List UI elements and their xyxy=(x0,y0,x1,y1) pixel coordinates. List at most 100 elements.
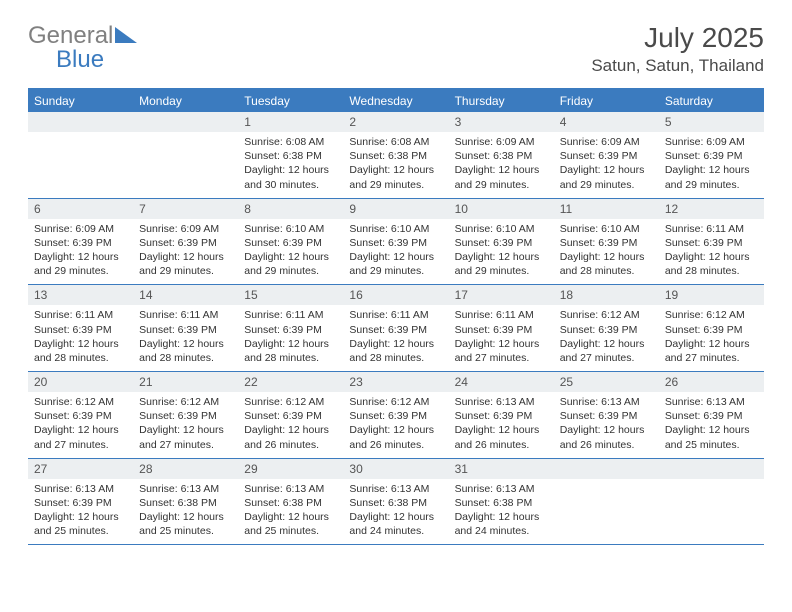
day-number: 28 xyxy=(133,459,238,479)
day-number: 1 xyxy=(238,112,343,132)
day-number: 7 xyxy=(133,199,238,219)
day-number: 5 xyxy=(659,112,764,132)
day-number: 26 xyxy=(659,372,764,392)
day-info: Sunrise: 6:13 AMSunset: 6:39 PMDaylight:… xyxy=(449,392,554,452)
day-number: 15 xyxy=(238,285,343,305)
day-info: Sunrise: 6:10 AMSunset: 6:39 PMDaylight:… xyxy=(449,219,554,279)
calendar-week: 20Sunrise: 6:12 AMSunset: 6:39 PMDayligh… xyxy=(28,372,764,459)
title-block: July 2025 Satun, Satun, Thailand xyxy=(591,22,764,76)
calendar-week: 27Sunrise: 6:13 AMSunset: 6:39 PMDayligh… xyxy=(28,459,764,546)
calendar-day: 21Sunrise: 6:12 AMSunset: 6:39 PMDayligh… xyxy=(133,372,238,458)
calendar-day: 22Sunrise: 6:12 AMSunset: 6:39 PMDayligh… xyxy=(238,372,343,458)
day-number: 11 xyxy=(554,199,659,219)
calendar-day: 29Sunrise: 6:13 AMSunset: 6:38 PMDayligh… xyxy=(238,459,343,545)
day-number: 30 xyxy=(343,459,448,479)
day-info: Sunrise: 6:12 AMSunset: 6:39 PMDaylight:… xyxy=(554,305,659,365)
day-info: Sunrise: 6:12 AMSunset: 6:39 PMDaylight:… xyxy=(659,305,764,365)
weekday-label: Thursday xyxy=(449,90,554,112)
day-info: Sunrise: 6:11 AMSunset: 6:39 PMDaylight:… xyxy=(238,305,343,365)
day-number: 21 xyxy=(133,372,238,392)
day-number: 22 xyxy=(238,372,343,392)
calendar-day: 17Sunrise: 6:11 AMSunset: 6:39 PMDayligh… xyxy=(449,285,554,371)
day-number: 16 xyxy=(343,285,448,305)
day-number xyxy=(133,112,238,132)
calendar-day: 3Sunrise: 6:09 AMSunset: 6:38 PMDaylight… xyxy=(449,112,554,198)
day-number: 29 xyxy=(238,459,343,479)
calendar-day: 27Sunrise: 6:13 AMSunset: 6:39 PMDayligh… xyxy=(28,459,133,545)
day-info: Sunrise: 6:13 AMSunset: 6:38 PMDaylight:… xyxy=(449,479,554,539)
day-number: 3 xyxy=(449,112,554,132)
calendar-day: 4Sunrise: 6:09 AMSunset: 6:39 PMDaylight… xyxy=(554,112,659,198)
calendar-day-blank xyxy=(554,459,659,545)
weekday-label: Monday xyxy=(133,90,238,112)
calendar-day: 7Sunrise: 6:09 AMSunset: 6:39 PMDaylight… xyxy=(133,199,238,285)
calendar-day: 25Sunrise: 6:13 AMSunset: 6:39 PMDayligh… xyxy=(554,372,659,458)
calendar-day-blank xyxy=(133,112,238,198)
weekday-label: Saturday xyxy=(659,90,764,112)
calendar-day: 9Sunrise: 6:10 AMSunset: 6:39 PMDaylight… xyxy=(343,199,448,285)
calendar-day-blank xyxy=(28,112,133,198)
calendar-day-blank xyxy=(659,459,764,545)
weekday-label: Friday xyxy=(554,90,659,112)
day-number: 19 xyxy=(659,285,764,305)
weekday-label: Sunday xyxy=(28,90,133,112)
day-number: 23 xyxy=(343,372,448,392)
calendar-week: 6Sunrise: 6:09 AMSunset: 6:39 PMDaylight… xyxy=(28,199,764,286)
day-number: 9 xyxy=(343,199,448,219)
calendar-day: 26Sunrise: 6:13 AMSunset: 6:39 PMDayligh… xyxy=(659,372,764,458)
day-info: Sunrise: 6:11 AMSunset: 6:39 PMDaylight:… xyxy=(343,305,448,365)
calendar-day: 1Sunrise: 6:08 AMSunset: 6:38 PMDaylight… xyxy=(238,112,343,198)
day-number: 18 xyxy=(554,285,659,305)
day-info: Sunrise: 6:09 AMSunset: 6:39 PMDaylight:… xyxy=(133,219,238,279)
day-info: Sunrise: 6:13 AMSunset: 6:39 PMDaylight:… xyxy=(659,392,764,452)
calendar-day: 2Sunrise: 6:08 AMSunset: 6:38 PMDaylight… xyxy=(343,112,448,198)
calendar-day: 13Sunrise: 6:11 AMSunset: 6:39 PMDayligh… xyxy=(28,285,133,371)
calendar-day: 31Sunrise: 6:13 AMSunset: 6:38 PMDayligh… xyxy=(449,459,554,545)
logo-text-right: Blue xyxy=(56,46,104,74)
day-number: 14 xyxy=(133,285,238,305)
weekday-label: Wednesday xyxy=(343,90,448,112)
day-number: 31 xyxy=(449,459,554,479)
day-info: Sunrise: 6:09 AMSunset: 6:38 PMDaylight:… xyxy=(449,132,554,192)
day-number: 2 xyxy=(343,112,448,132)
calendar-day: 8Sunrise: 6:10 AMSunset: 6:39 PMDaylight… xyxy=(238,199,343,285)
day-number: 4 xyxy=(554,112,659,132)
day-info: Sunrise: 6:13 AMSunset: 6:38 PMDaylight:… xyxy=(133,479,238,539)
calendar-page: General July 2025 Satun, Satun, Thailand… xyxy=(0,0,792,559)
day-number: 25 xyxy=(554,372,659,392)
day-info: Sunrise: 6:10 AMSunset: 6:39 PMDaylight:… xyxy=(554,219,659,279)
day-number: 17 xyxy=(449,285,554,305)
day-info: Sunrise: 6:11 AMSunset: 6:39 PMDaylight:… xyxy=(659,219,764,279)
calendar-day: 14Sunrise: 6:11 AMSunset: 6:39 PMDayligh… xyxy=(133,285,238,371)
calendar-day: 24Sunrise: 6:13 AMSunset: 6:39 PMDayligh… xyxy=(449,372,554,458)
day-info: Sunrise: 6:11 AMSunset: 6:39 PMDaylight:… xyxy=(133,305,238,365)
weekday-label: Tuesday xyxy=(238,90,343,112)
day-number xyxy=(659,459,764,479)
day-info: Sunrise: 6:13 AMSunset: 6:39 PMDaylight:… xyxy=(28,479,133,539)
calendar-grid: SundayMondayTuesdayWednesdayThursdayFrid… xyxy=(28,88,764,545)
calendar-day: 12Sunrise: 6:11 AMSunset: 6:39 PMDayligh… xyxy=(659,199,764,285)
location-text: Satun, Satun, Thailand xyxy=(591,56,764,76)
day-number: 20 xyxy=(28,372,133,392)
calendar-day: 5Sunrise: 6:09 AMSunset: 6:39 PMDaylight… xyxy=(659,112,764,198)
calendar-week: 1Sunrise: 6:08 AMSunset: 6:38 PMDaylight… xyxy=(28,112,764,199)
day-info: Sunrise: 6:12 AMSunset: 6:39 PMDaylight:… xyxy=(28,392,133,452)
calendar-day: 18Sunrise: 6:12 AMSunset: 6:39 PMDayligh… xyxy=(554,285,659,371)
day-info: Sunrise: 6:12 AMSunset: 6:39 PMDaylight:… xyxy=(133,392,238,452)
page-header: General July 2025 Satun, Satun, Thailand xyxy=(28,22,764,76)
day-info: Sunrise: 6:13 AMSunset: 6:38 PMDaylight:… xyxy=(238,479,343,539)
calendar-day: 19Sunrise: 6:12 AMSunset: 6:39 PMDayligh… xyxy=(659,285,764,371)
page-title: July 2025 xyxy=(591,22,764,54)
calendar-day: 23Sunrise: 6:12 AMSunset: 6:39 PMDayligh… xyxy=(343,372,448,458)
logo-triangle-icon xyxy=(115,27,137,43)
day-info: Sunrise: 6:08 AMSunset: 6:38 PMDaylight:… xyxy=(343,132,448,192)
day-number: 6 xyxy=(28,199,133,219)
day-number: 24 xyxy=(449,372,554,392)
day-number xyxy=(28,112,133,132)
day-number: 8 xyxy=(238,199,343,219)
day-info: Sunrise: 6:10 AMSunset: 6:39 PMDaylight:… xyxy=(343,219,448,279)
day-info: Sunrise: 6:12 AMSunset: 6:39 PMDaylight:… xyxy=(238,392,343,452)
day-info: Sunrise: 6:13 AMSunset: 6:38 PMDaylight:… xyxy=(343,479,448,539)
day-number: 27 xyxy=(28,459,133,479)
day-number: 12 xyxy=(659,199,764,219)
